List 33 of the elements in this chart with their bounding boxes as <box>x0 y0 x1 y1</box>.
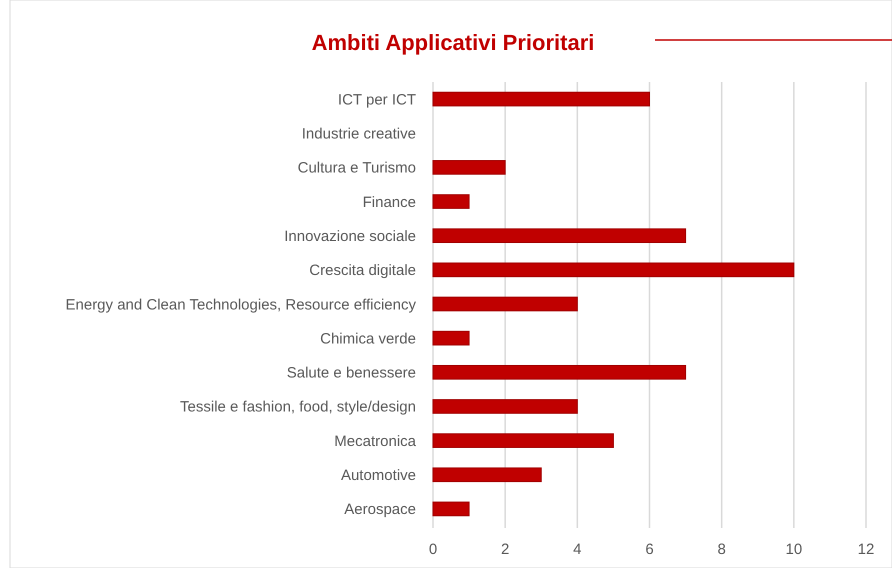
y-tick-label: ICT per ICT <box>338 91 416 108</box>
y-tick-label: Innovazione sociale <box>284 228 416 245</box>
x-tick-label: 8 <box>717 541 726 558</box>
bar <box>432 433 614 448</box>
bar <box>432 160 506 175</box>
bar <box>432 399 578 414</box>
y-tick-label: Tessile e fashion, food, style/design <box>180 398 416 416</box>
x-tick-label: 4 <box>573 541 582 558</box>
y-tick-label: Aerospace <box>344 501 416 518</box>
y-tick-label: Cultura e Turismo <box>298 160 416 177</box>
chart-title: Ambiti Applicativi Prioritari <box>312 30 594 55</box>
bar <box>432 228 686 244</box>
y-tick-label: Salute e benessere <box>286 364 416 382</box>
y-tick-label: Automotive <box>340 467 416 484</box>
bar <box>432 262 794 278</box>
y-tick-label: Mecatronica <box>334 432 417 450</box>
y-tick-label: Finance <box>362 194 416 211</box>
x-tick-label: 10 <box>785 541 802 558</box>
x-tick-label: 2 <box>500 541 510 558</box>
y-tick-label: Energy and Clean Technologies, Resource efficiency <box>66 296 416 314</box>
bar <box>432 502 470 516</box>
y-tick-label: Crescita digitale <box>309 262 416 280</box>
x-tick-label: 12 <box>858 541 874 558</box>
x-tick-label: 6 <box>645 541 654 558</box>
y-tick-label: Industrie creative <box>302 125 416 142</box>
bar <box>432 92 650 106</box>
bar <box>432 194 470 209</box>
x-tick-label: 0 <box>428 541 438 558</box>
bar <box>432 467 542 482</box>
bar <box>432 296 578 312</box>
bar <box>432 364 686 380</box>
y-tick-label: Chimica verde <box>320 330 416 348</box>
bar <box>432 330 470 346</box>
